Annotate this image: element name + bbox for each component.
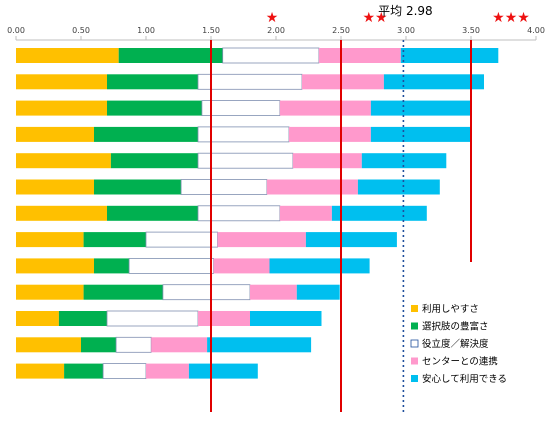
- legend-label: 選択肢の豊富さ: [422, 321, 489, 333]
- bar-segment: [370, 100, 471, 116]
- bar-segment: [289, 126, 371, 142]
- bar-segment: [197, 152, 294, 169]
- bar-segment: [128, 257, 215, 274]
- rating-star-marker: ★: [266, 10, 279, 26]
- bar-segment: [331, 205, 427, 221]
- legend-label: 安心して利用できる: [422, 373, 507, 385]
- bar-segment: [266, 179, 358, 195]
- bar-segment: [207, 337, 312, 353]
- legend-swatch: [411, 375, 418, 382]
- bar-segment: [115, 336, 152, 353]
- bar-segment: [16, 100, 107, 116]
- x-tick-label: 3.00: [397, 26, 415, 35]
- bar-segment: [110, 153, 198, 169]
- legend-label: 利用しやすさ: [422, 303, 479, 315]
- bar-segment: [279, 100, 371, 116]
- bar-segment: [188, 363, 258, 379]
- bar-segment: [102, 363, 147, 380]
- x-tick-label: 2.00: [267, 26, 285, 35]
- bar-segment: [400, 48, 499, 63]
- bar-segment: [222, 47, 320, 64]
- bar-segment: [83, 284, 163, 300]
- bar-segment: [58, 311, 107, 326]
- bar-segment: [217, 232, 306, 248]
- bar-segment: [107, 205, 198, 221]
- legend-swatch: [411, 322, 418, 330]
- rating-star-marker: ★★: [362, 10, 387, 26]
- bar-segment: [250, 311, 322, 326]
- bar-segment: [16, 205, 107, 221]
- bar-segment: [107, 74, 198, 90]
- bar-segment: [292, 153, 362, 169]
- x-tick-label: 0.50: [72, 26, 90, 35]
- bar-segment: [16, 153, 111, 169]
- bar-segment: [83, 232, 146, 248]
- legend-label: 役立度／解決度: [422, 338, 489, 350]
- bar-segment: [198, 311, 250, 326]
- bar-segment: [296, 284, 340, 300]
- bar-segment: [94, 179, 182, 195]
- bar-segment: [81, 337, 117, 353]
- x-tick-label: 0.00: [7, 26, 25, 35]
- bar-segment: [213, 258, 270, 274]
- bar-segment: [180, 179, 268, 195]
- legend-swatch: [411, 357, 418, 365]
- bar-segment: [201, 100, 281, 116]
- bar-segment: [16, 284, 84, 300]
- bar-segment: [16, 48, 119, 63]
- bar-segment: [16, 179, 94, 195]
- bar-segment: [302, 74, 384, 90]
- bar-segment: [370, 126, 471, 142]
- bar-segment: [16, 311, 59, 326]
- bar-segment: [357, 179, 440, 195]
- bar-segment: [269, 258, 370, 274]
- x-tick-label: 1.00: [137, 26, 155, 35]
- bar-segment: [16, 126, 94, 142]
- bar-segment: [145, 231, 218, 248]
- legend-background: [405, 300, 535, 396]
- bar-segment: [279, 205, 332, 221]
- rating-star-marker: ★★★: [492, 10, 530, 26]
- bar-segment: [162, 284, 251, 301]
- bar-segment: [94, 126, 198, 142]
- bar-segment: [146, 363, 189, 379]
- bar-segment: [16, 363, 65, 379]
- average-label: 平均 2.98: [378, 4, 433, 18]
- legend-label: センターとの連携: [422, 356, 498, 368]
- bar-segment: [305, 232, 397, 248]
- bar-segment: [106, 310, 199, 327]
- x-tick-label: 1.50: [202, 26, 220, 35]
- bar-segment: [151, 337, 208, 353]
- bar-segment: [94, 258, 130, 274]
- x-tick-label: 2.50: [332, 26, 350, 35]
- bar-segment: [16, 74, 107, 90]
- bar-segment: [107, 100, 202, 116]
- bar-segment: [16, 337, 81, 353]
- legend-swatch: [411, 305, 418, 312]
- legend-swatch: [410, 339, 419, 348]
- bar-segment: [383, 74, 484, 90]
- bar-segment: [197, 73, 303, 90]
- x-tick-label: 3.50: [462, 26, 480, 35]
- x-tick-label: 4.00: [527, 26, 545, 35]
- bar-segment: [118, 48, 223, 63]
- bar-segment: [64, 363, 104, 379]
- bar-segment: [318, 48, 401, 63]
- bar-segment: [16, 232, 84, 248]
- bar-segment: [250, 284, 297, 300]
- bar-segment: [16, 258, 94, 274]
